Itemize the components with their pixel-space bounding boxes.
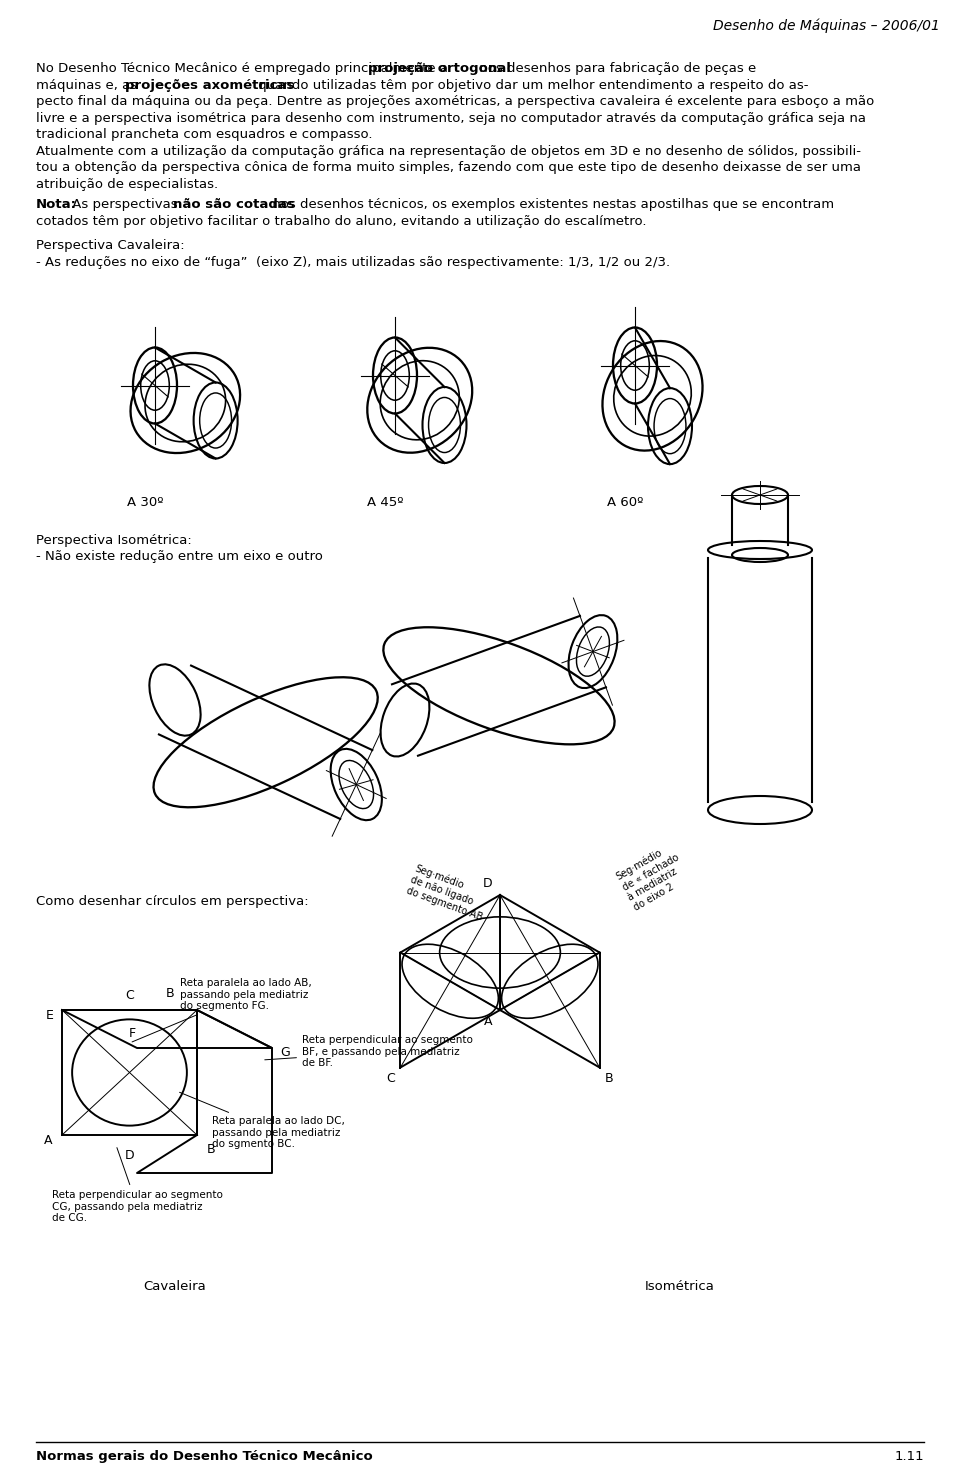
Text: - Não existe redução entre um eixo e outro: - Não existe redução entre um eixo e out…	[36, 550, 323, 563]
Text: A: A	[43, 1133, 52, 1147]
Text: Seg·médio
de « fachado
à mediatriz
do eixo 2: Seg·médio de « fachado à mediatriz do ei…	[614, 842, 692, 913]
Text: As perspectivas: As perspectivas	[68, 198, 181, 212]
Text: B: B	[605, 1073, 613, 1085]
Text: A: A	[484, 1014, 492, 1028]
Text: G: G	[280, 1047, 290, 1060]
Text: tradicional prancheta com esquadros e compasso.: tradicional prancheta com esquadros e co…	[36, 128, 372, 141]
Text: Isométrica: Isométrica	[645, 1280, 715, 1294]
Text: Desenho de Máquinas – 2006/01: Desenho de Máquinas – 2006/01	[713, 18, 940, 32]
Text: Atualmente com a utilização da computação gráfica na representação de objetos em: Atualmente com a utilização da computaçã…	[36, 144, 861, 157]
Text: Seg·médio
de não ligado
do segmento AB: Seg·médio de não ligado do segmento AB	[405, 863, 492, 923]
Text: pecto final da máquina ou da peça. Dentre as projeções axométricas, a perspectiv: pecto final da máquina ou da peça. Dentr…	[36, 96, 875, 107]
Text: D: D	[482, 878, 492, 889]
Text: 1.11: 1.11	[895, 1449, 924, 1463]
Text: E: E	[46, 1008, 54, 1022]
Text: Como desenhar círculos em perspectiva:: Como desenhar círculos em perspectiva:	[36, 895, 308, 908]
Text: Reta paralela ao lado AB,
passando pela mediatriz
do segmento FG.: Reta paralela ao lado AB, passando pela …	[132, 978, 311, 1042]
Text: tou a obtenção da perspectiva cônica de forma muito simples, fazendo com que est: tou a obtenção da perspectiva cônica de …	[36, 162, 861, 173]
Text: livre e a perspectiva isométrica para desenho com instrumento, seja no computado: livre e a perspectiva isométrica para de…	[36, 112, 866, 125]
Text: Reta perpendicular ao segmento
BF, e passando pela mediatriz
de BF.: Reta perpendicular ao segmento BF, e pas…	[265, 1035, 473, 1069]
Text: - As reduções no eixo de “fuga”  (eixo Z), mais utilizadas são respectivamente: : - As reduções no eixo de “fuga” (eixo Z)…	[36, 256, 670, 269]
Text: F: F	[129, 1028, 135, 1039]
Text: não são cotadas: não são cotadas	[173, 198, 295, 212]
Text: Perspectiva Cavaleira:: Perspectiva Cavaleira:	[36, 240, 184, 251]
Text: Cavaleira: Cavaleira	[144, 1280, 206, 1294]
Text: atribuição de especialistas.: atribuição de especialistas.	[36, 178, 218, 191]
Text: projeções axométricas: projeções axométricas	[125, 78, 295, 91]
Text: Normas gerais do Desenho Técnico Mecânico: Normas gerais do Desenho Técnico Mecânic…	[36, 1449, 372, 1463]
Text: nos desenhos para fabricação de peças e: nos desenhos para fabricação de peças e	[475, 62, 756, 75]
Text: Nota:: Nota:	[36, 198, 77, 212]
Text: máquinas e, as: máquinas e, as	[36, 78, 141, 91]
Text: A 45º: A 45º	[367, 495, 403, 509]
Text: nos desenhos técnicos, os exemplos existentes nestas apostilhas que se encontram: nos desenhos técnicos, os exemplos exist…	[268, 198, 834, 212]
Text: No Desenho Técnico Mecânico é empregado principalmente a: No Desenho Técnico Mecânico é empregado …	[36, 62, 452, 75]
Text: B: B	[207, 1144, 216, 1155]
Text: quando utilizadas têm por objetivo dar um melhor entendimento a respeito do as-: quando utilizadas têm por objetivo dar u…	[254, 78, 808, 91]
Text: B: B	[166, 986, 175, 1000]
Text: D: D	[125, 1150, 134, 1161]
Text: C: C	[387, 1073, 396, 1085]
Text: A 30º: A 30º	[127, 495, 163, 509]
Text: Reta paralela ao lado DC,
passando pela mediatriz
do sgmento BC.: Reta paralela ao lado DC, passando pela …	[180, 1092, 345, 1150]
Text: Reta perpendicular ao segmento
CG, passando pela mediatriz
de CG.: Reta perpendicular ao segmento CG, passa…	[52, 1148, 223, 1223]
Text: C: C	[125, 989, 133, 1003]
Text: cotados têm por objetivo facilitar o trabalho do aluno, evitando a utilização do: cotados têm por objetivo facilitar o tra…	[36, 215, 646, 228]
Text: A 60º: A 60º	[607, 495, 643, 509]
Text: projeção ortogonal: projeção ortogonal	[368, 62, 511, 75]
Text: Perspectiva Isométrica:: Perspectiva Isométrica:	[36, 534, 192, 547]
